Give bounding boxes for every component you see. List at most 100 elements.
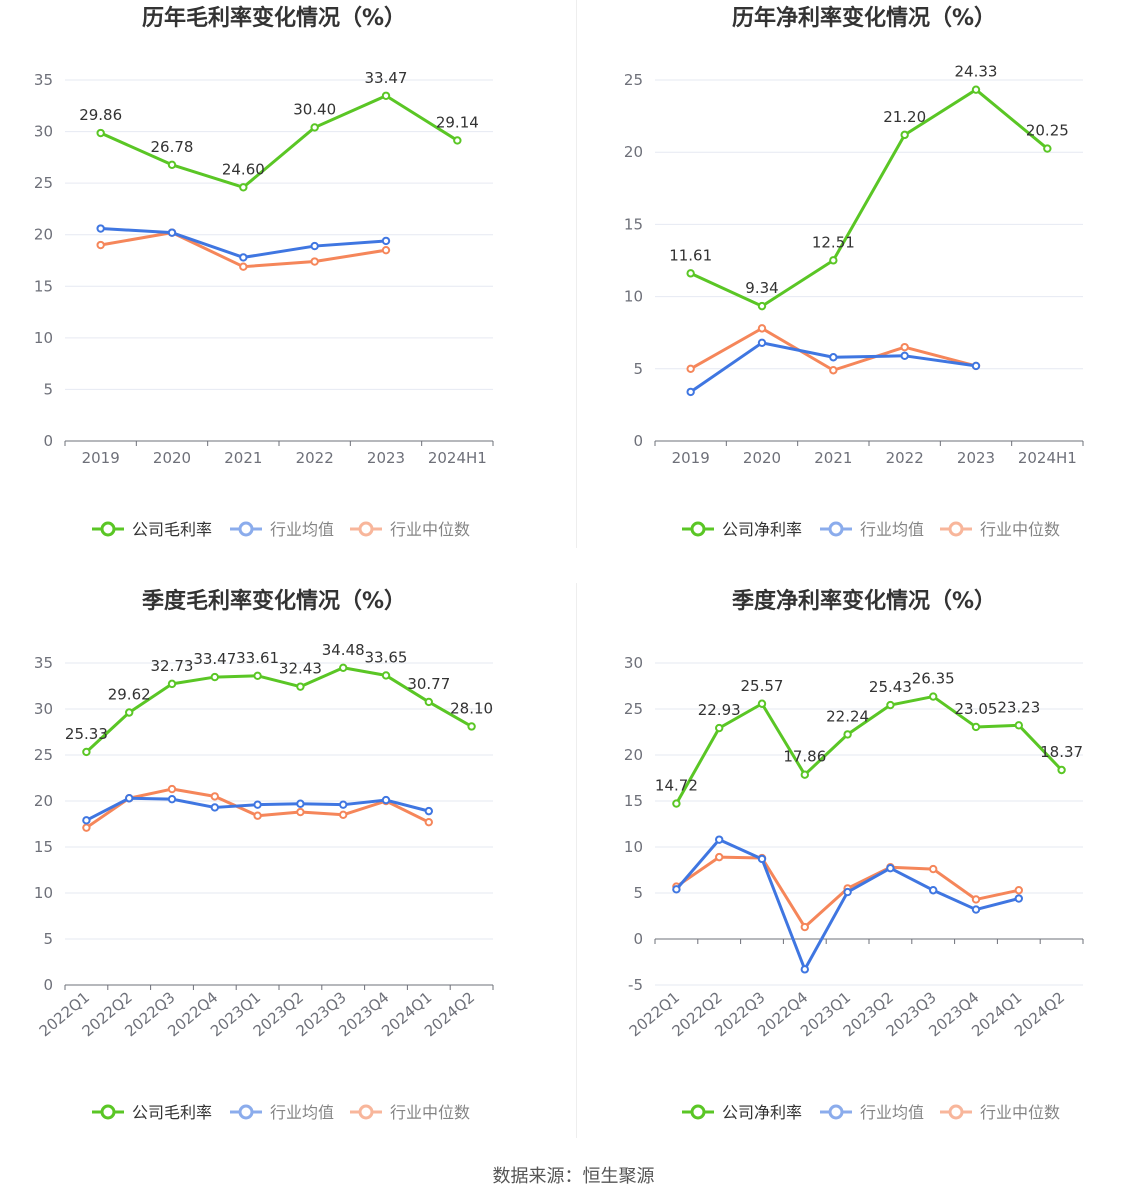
series-line-avg — [100, 227, 387, 259]
legend-label-avg: 行业均值 — [270, 520, 334, 539]
series-line-company — [675, 695, 1063, 805]
series-line-company — [85, 666, 473, 754]
legend-marker-avg — [828, 521, 844, 537]
data-label: 34.48 — [322, 641, 365, 659]
data-point-avg — [800, 965, 810, 974]
x-tick-label: 2022 — [296, 449, 334, 467]
legend-marker-median — [948, 1104, 964, 1120]
legend-marker-avg — [828, 1104, 844, 1120]
x-tick-label: 2021 — [224, 449, 262, 467]
data-point-median — [829, 366, 838, 375]
data-point-median — [686, 364, 695, 373]
y-tick-label: 0 — [633, 432, 643, 450]
x-tick-label: 2019 — [672, 449, 710, 467]
data-point-company — [1043, 144, 1052, 153]
data-point-company — [381, 671, 391, 680]
y-tick-label: 30 — [624, 654, 643, 672]
legend-item-company: 公司净利率 — [682, 1103, 802, 1122]
data-point-avg — [424, 806, 433, 816]
data-label: 26.35 — [912, 670, 955, 688]
data-point-median — [929, 864, 938, 874]
y-tick-label: 5 — [633, 360, 643, 378]
data-point-median — [381, 245, 391, 255]
data-label: 28.10 — [450, 699, 493, 717]
y-tick-label: 25 — [34, 746, 53, 764]
legend-item-company: 公司毛利率 — [92, 520, 212, 539]
data-point-avg — [900, 351, 909, 361]
data-label: 29.62 — [108, 685, 151, 703]
data-point-avg — [381, 236, 391, 246]
chart-quarterly-gross: 季度毛利率变化情况（%） 0 5 10 15 20 25 30 35 2022Q1 2022Q2 20… — [0, 583, 573, 1166]
data-point-avg — [239, 253, 248, 262]
chart-annual-gross-svg: 历年毛利率变化情况（%） 0 5 10 15 20 25 30 35 2019 2020 2021 20… — [34, 5, 494, 539]
data-point-avg — [125, 794, 134, 803]
y-tick-label: 5 — [43, 380, 53, 398]
data-label: 22.24 — [826, 707, 869, 725]
data-point-company — [424, 697, 433, 707]
data-label: 32.43 — [279, 660, 322, 678]
data-point-company — [310, 123, 319, 132]
legend-marker-company — [100, 1104, 116, 1120]
data-point-avg — [971, 905, 981, 914]
data-point-avg — [210, 803, 220, 812]
data-point-avg — [829, 353, 838, 362]
y-tick-label: 15 — [34, 277, 53, 295]
y-tick-label: -5 — [628, 976, 643, 994]
data-label: 23.23 — [997, 698, 1040, 716]
data-source-note: 数据来源：恒生聚源 — [492, 1166, 655, 1187]
data-point-company — [96, 128, 105, 138]
x-tick-label: 2020 — [743, 449, 781, 467]
legend-marker-avg — [238, 1104, 254, 1120]
data-point-company — [757, 301, 767, 311]
y-tick-label: 25 — [624, 71, 643, 89]
data-point-median — [82, 823, 91, 832]
data-label: 22.93 — [698, 701, 741, 719]
y-tick-label: 30 — [34, 123, 53, 141]
data-point-avg — [929, 886, 938, 895]
legend-item-median: 行业中位数 — [350, 520, 470, 539]
data-label: 20.25 — [1026, 122, 1069, 140]
y-tick-label: 20 — [34, 226, 53, 244]
legend-label-company: 公司净利率 — [722, 520, 802, 539]
data-point-avg — [757, 854, 767, 864]
data-point-median — [239, 262, 248, 271]
legend-item-avg: 行业均值 — [230, 520, 334, 539]
data-point-avg — [167, 794, 177, 804]
x-tick-label: 2023 — [367, 449, 405, 467]
panel-divider-bottom — [576, 583, 577, 1138]
y-tick-label: 15 — [624, 215, 643, 233]
y-tick-label: 0 — [43, 976, 53, 994]
data-label: 24.33 — [955, 63, 998, 81]
series-line-company — [100, 94, 459, 189]
legend-marker-median — [948, 521, 964, 537]
data-label: 9.34 — [745, 279, 778, 297]
data-point-company — [971, 722, 981, 732]
y-tick-label: 25 — [34, 174, 53, 192]
data-label: 12.51 — [812, 233, 855, 251]
legend-item-median: 行业中位数 — [940, 520, 1060, 539]
x-tick-label: 2024H1 — [1018, 449, 1077, 467]
chart-title: 季度毛利率变化情况（%） — [142, 588, 406, 614]
data-point-median — [800, 922, 810, 932]
chart-quarterly-net-svg: 季度净利率变化情况（%）-50510152025302022Q12022Q220… — [624, 588, 1084, 1122]
legend-label-median: 行业中位数 — [390, 1103, 470, 1122]
data-point-median — [424, 817, 433, 827]
data-point-median — [339, 810, 348, 820]
data-point-median — [167, 784, 177, 794]
data-point-company — [253, 671, 262, 680]
y-tick-label: 10 — [34, 884, 53, 902]
legend-item-avg: 行业均值 — [820, 520, 924, 539]
data-point-company — [381, 91, 391, 100]
data-point-median — [900, 342, 909, 352]
data-point-company — [82, 747, 91, 757]
data-label: 33.47 — [193, 650, 236, 668]
data-label: 25.57 — [741, 677, 784, 695]
data-point-avg — [96, 224, 105, 233]
data-label: 25.33 — [65, 725, 108, 743]
legend-label-median: 行业中位数 — [390, 520, 470, 539]
legend-item-company: 公司净利率 — [682, 520, 802, 539]
legend-marker-company — [100, 521, 116, 537]
y-tick-label: 10 — [34, 329, 53, 347]
data-point-company — [1057, 765, 1066, 775]
data-point-avg — [310, 241, 319, 251]
